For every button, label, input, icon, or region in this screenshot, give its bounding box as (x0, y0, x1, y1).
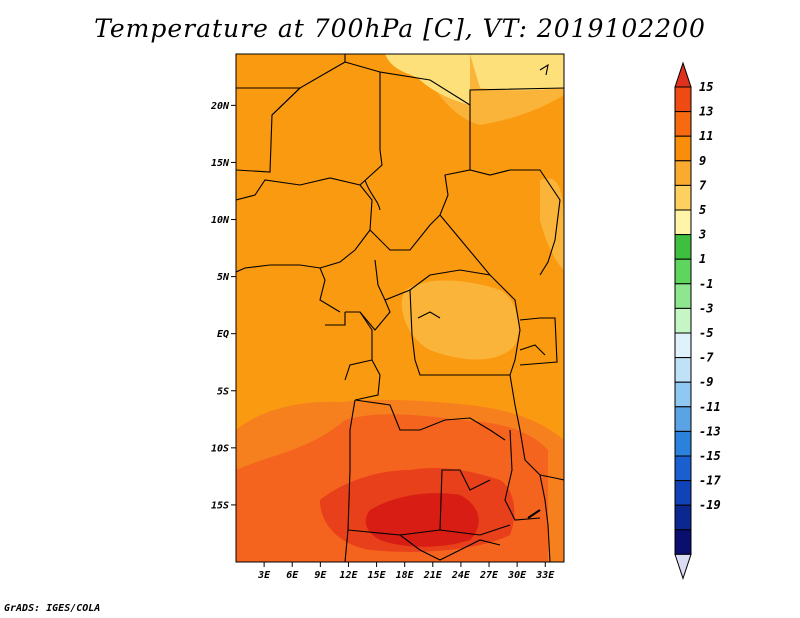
colorbar-box (674, 234, 692, 260)
colorbar-label: -19 (699, 498, 721, 512)
colorbar-box (674, 381, 692, 408)
map-frame (235, 53, 565, 563)
colorbar-box (674, 258, 692, 285)
colorbar-label: -13 (699, 424, 721, 438)
colorbar-label: 13 (699, 105, 713, 119)
lat-tick-label: 10S (211, 443, 229, 454)
colorbar-label: 3 (698, 228, 706, 242)
colorbar-label: -9 (699, 375, 713, 389)
colorbar-top-arrow (674, 61, 692, 88)
colorbar-box (674, 430, 692, 457)
lat-axis: 20N 15N 10N 5N EQ 5S 10S 15S (210, 101, 236, 511)
lat-tick-label: 5S (217, 386, 229, 397)
lon-tick-label: 15E (368, 570, 387, 581)
lat-tick-label: 15N (211, 158, 230, 169)
borders (236, 54, 564, 562)
colorbar-box (674, 160, 692, 186)
lon-tick-label: 24E (451, 570, 471, 581)
colorbar-label: -17 (699, 474, 721, 488)
colorbar-label: -7 (699, 351, 714, 365)
colorbar-box (674, 529, 692, 555)
lon-tick-label: 27E (479, 570, 499, 581)
chart-title: Temperature at 700hPa [C], VT: 201910220… (94, 14, 706, 43)
colorbar-bottom-arrow (674, 553, 692, 580)
colorbar-label: 9 (699, 154, 706, 168)
colorbar-label: -15 (699, 449, 721, 463)
field-hottest-core (365, 493, 479, 547)
lon-tick-label: 9E (314, 570, 327, 581)
lat-tick-label: EQ (217, 329, 229, 340)
field-light-region (401, 280, 519, 360)
lon-tick-label: 3E (257, 570, 271, 581)
colorbar-box (674, 455, 692, 482)
colorbar-label: -3 (699, 301, 713, 315)
colorbar: 15 13 11 9 7 5 3 1 -1 -3 -5 -7 -9 -11 -13 -15 -17 -19 (674, 61, 721, 580)
colorbar-box (674, 480, 692, 506)
colorbar-label: 1 (699, 252, 706, 266)
lon-tick-label: 21E (423, 570, 443, 581)
lat-tick-label: 15S (211, 500, 229, 511)
colorbar-box (674, 283, 692, 309)
lat-tick-label: 10N (211, 215, 230, 226)
colorbar-box (674, 406, 692, 432)
lon-tick-label: 12E (339, 570, 358, 581)
colorbar-box (674, 357, 692, 383)
colorbar-label: -11 (699, 400, 721, 414)
grads-credit: GrADS: IGES/COLA (4, 603, 101, 614)
field-pale-ne (470, 54, 564, 91)
field-light-east (540, 178, 564, 270)
colorbar-box (674, 111, 692, 137)
colorbar-box (674, 504, 692, 531)
lon-tick-label: 30E (507, 570, 527, 581)
lat-tick-label: 20N (210, 101, 230, 112)
colorbar-label: 7 (699, 178, 707, 192)
colorbar-box (674, 307, 692, 334)
lon-axis: 3E 6E 9E 12E 15E 18E 21E 24E 27E 30E 33E (257, 562, 555, 581)
colorbar-label: 5 (699, 203, 706, 217)
colorbar-label: 11 (699, 129, 713, 143)
colorbar-box (674, 135, 692, 162)
colorbar-box (674, 184, 692, 211)
lon-tick-label: 33E (535, 570, 555, 581)
colorbar-label: 15 (699, 80, 713, 94)
lon-tick-label: 18E (396, 570, 415, 581)
colorbar-box (674, 86, 692, 113)
colorbar-box (674, 332, 692, 359)
map-field (236, 54, 564, 562)
colorbar-label: -5 (699, 326, 713, 340)
colorbar-box (674, 209, 692, 236)
colorbar-label: -1 (699, 277, 713, 291)
lat-tick-label: 5N (217, 272, 230, 283)
lon-tick-label: 6E (286, 570, 299, 581)
